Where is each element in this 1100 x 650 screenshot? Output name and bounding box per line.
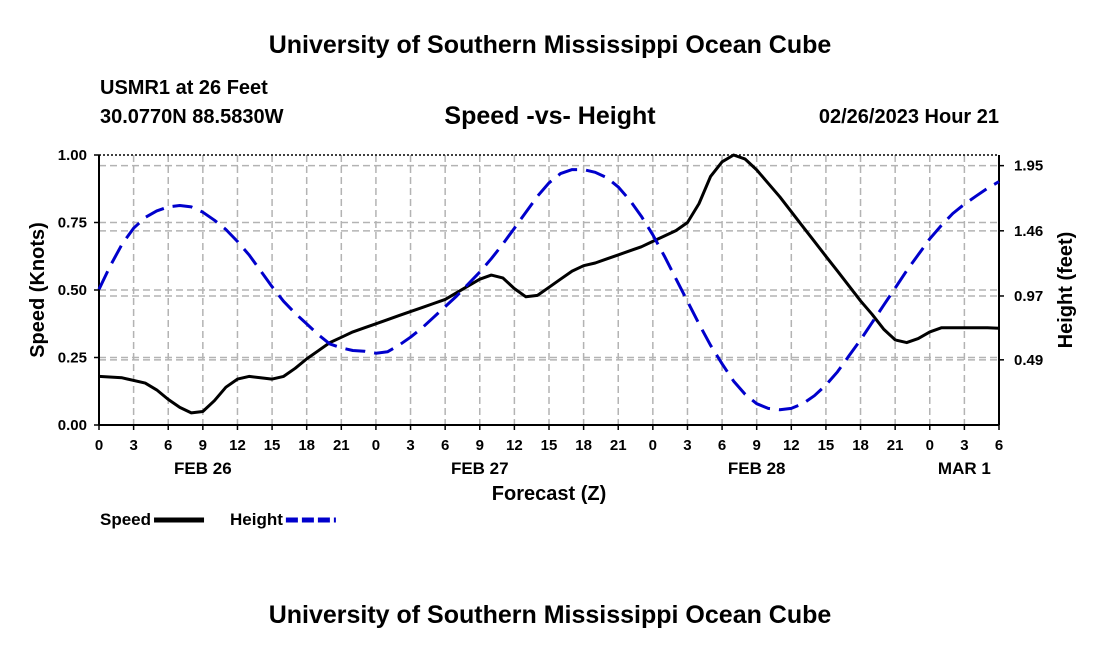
x-tick-label: 6 xyxy=(718,437,726,454)
x-tick-label: 3 xyxy=(406,437,414,454)
x-tick-label: 18 xyxy=(298,437,315,454)
x-day-label: MAR 1 xyxy=(938,459,991,478)
x-tick-label: 3 xyxy=(129,437,137,454)
x-tick-label: 0 xyxy=(372,437,380,454)
x-tick-label: 3 xyxy=(683,437,691,454)
y-tick-label: 0.50 xyxy=(58,282,87,299)
legend-label-speed: Speed xyxy=(100,510,151,529)
y-tick-label: 0.00 xyxy=(58,417,87,434)
x-tick-label: 3 xyxy=(960,437,968,454)
y2-tick-label: 1.46 xyxy=(1014,223,1043,240)
grid-lines xyxy=(99,155,999,425)
station-label: USMR1 at 26 Feet xyxy=(100,77,268,99)
x-tick-label: 6 xyxy=(995,437,1003,454)
y2-tick-label: 1.95 xyxy=(1014,158,1043,175)
x-axis-title: Forecast (Z) xyxy=(492,483,606,505)
x-tick-label: 0 xyxy=(649,437,657,454)
series-line-speed xyxy=(98,153,1000,415)
x-tick-label: 12 xyxy=(506,437,523,454)
station-coordinates: 30.0770N 88.5830W xyxy=(100,106,284,128)
x-tick-label: 6 xyxy=(164,437,172,454)
y2-tick-label: 0.97 xyxy=(1014,288,1043,305)
y-tick-label: 0.25 xyxy=(58,350,87,367)
y2-axis-title: Height (feet) xyxy=(1055,232,1077,349)
x-tick-label: 9 xyxy=(199,437,207,454)
x-tick-label: 9 xyxy=(753,437,761,454)
x-tick-label: 15 xyxy=(264,437,281,454)
x-tick-label: 15 xyxy=(818,437,835,454)
x-tick-label: 9 xyxy=(476,437,484,454)
y-tick-label: 1.00 xyxy=(58,147,87,164)
page-title: University of Southern Mississippi Ocean… xyxy=(268,31,832,59)
legend: Speed Height xyxy=(100,510,336,529)
x-day-label: FEB 26 xyxy=(174,459,232,478)
x-tick-label: 12 xyxy=(229,437,246,454)
x-tick-label: 21 xyxy=(887,437,904,454)
x-tick-label: 15 xyxy=(541,437,558,454)
y-axis-title: Speed (Knots) xyxy=(27,222,49,358)
x-tick-label: 0 xyxy=(95,437,103,454)
x-tick-label: 21 xyxy=(610,437,627,454)
chart-title: Speed -vs- Height xyxy=(444,102,656,130)
y-tick-label: 0.75 xyxy=(58,215,87,232)
x-tick-label: 0 xyxy=(926,437,934,454)
x-tick-label: 6 xyxy=(441,437,449,454)
x-day-label: FEB 27 xyxy=(451,459,509,478)
x-tick-label: 12 xyxy=(783,437,800,454)
x-day-label: FEB 28 xyxy=(728,459,786,478)
x-tick-label: 21 xyxy=(333,437,350,454)
x-tick-label: 18 xyxy=(852,437,869,454)
legend-label-height: Height xyxy=(230,510,283,529)
footer-title: University of Southern Mississippi Ocean… xyxy=(268,601,832,629)
x-tick-label: 18 xyxy=(575,437,592,454)
forecast-timestamp: 02/26/2023 Hour 21 xyxy=(818,106,999,128)
y2-tick-label: 0.49 xyxy=(1014,352,1043,369)
series-line-height xyxy=(97,168,1000,412)
